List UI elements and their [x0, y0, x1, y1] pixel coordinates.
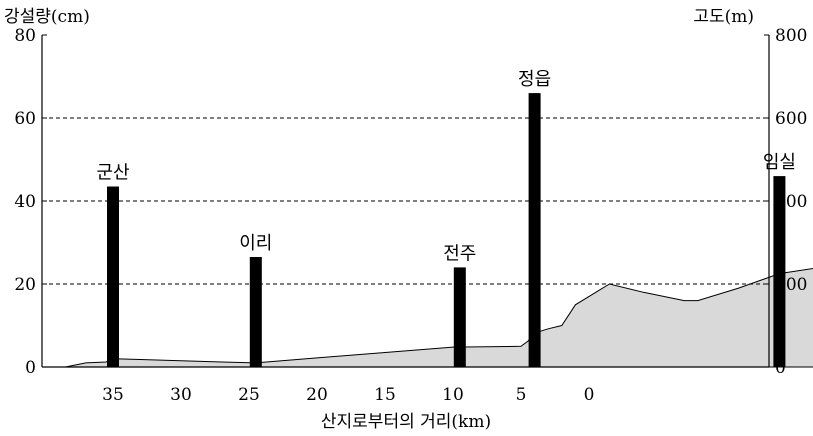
x-tick-label: 25 — [238, 385, 260, 405]
snowfall-bar — [453, 267, 466, 367]
right-tick-label: 600 — [775, 109, 807, 129]
snowfall-bar — [249, 257, 262, 367]
station-label: 군산 — [96, 163, 129, 184]
left-tick-label: 40 — [14, 192, 36, 212]
right-tick-label: 400 — [775, 192, 807, 212]
left-tick-label: 60 — [14, 109, 36, 129]
right-tick-label: 200 — [775, 275, 807, 295]
snowfall-bar — [528, 93, 541, 367]
left-tick-label: 20 — [14, 275, 36, 295]
right-axis-title: 고도(m) — [693, 7, 754, 27]
x-tick-label: 5 — [516, 385, 527, 405]
station-label: 이리 — [239, 233, 272, 254]
x-tick-label: 15 — [374, 385, 396, 405]
elevation-terrain-layer — [65, 267, 813, 368]
snowfall-bar — [773, 176, 786, 367]
x-axis-title: 산지로부터의 거리(km) — [321, 412, 491, 432]
x-tick-label: 10 — [442, 385, 464, 405]
station-label: 전주 — [443, 243, 476, 264]
left-tick-label: 0 — [25, 358, 36, 378]
x-tick-label: 30 — [170, 385, 192, 405]
station-label: 정읍 — [518, 69, 551, 90]
x-tick-label: 35 — [102, 385, 124, 405]
gridlines — [42, 117, 769, 285]
elevation-profile-area — [65, 267, 813, 368]
left-axis-title: 강설량(cm) — [4, 7, 90, 27]
snowfall-bar — [107, 186, 119, 367]
x-tick-label: 20 — [306, 385, 328, 405]
station-label: 임실 — [763, 152, 796, 173]
x-tick-label: 0 — [584, 385, 595, 405]
right-tick-label: 800 — [775, 26, 807, 46]
right-tick-label: 0 — [775, 358, 786, 378]
left-tick-label: 80 — [14, 26, 36, 46]
